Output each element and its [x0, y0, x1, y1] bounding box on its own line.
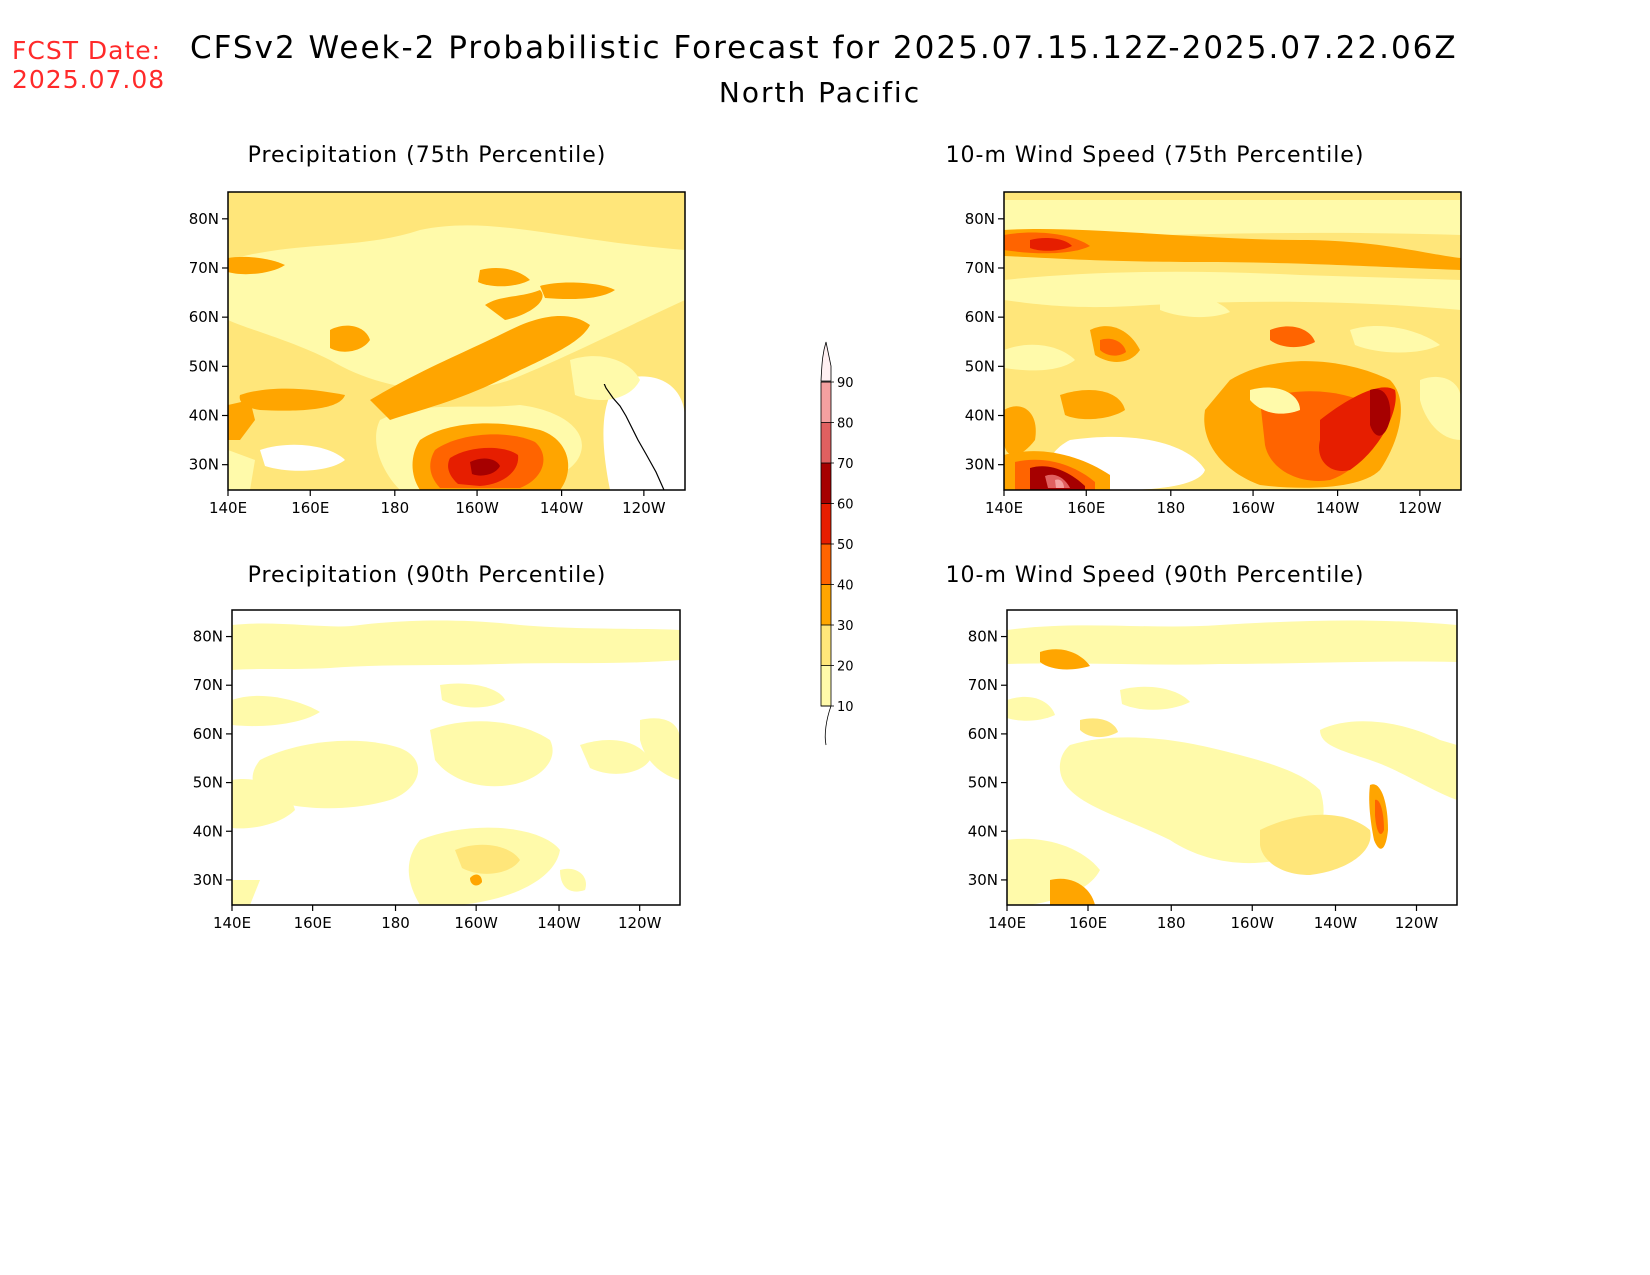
colorbar-tick-label: 20 — [837, 660, 854, 675]
lat-tick-label-wind90: 30N — [968, 871, 998, 889]
forecast-date-label: FCST Date: 2025.07.08 — [12, 36, 165, 94]
lon-tick-label-wind90: 160E — [1069, 914, 1107, 932]
lat-tick-label-precip75: 60N — [189, 308, 219, 326]
map-panel-precip75 — [228, 192, 685, 490]
colorbar-band — [821, 625, 831, 666]
axis-labels: 80N 70N 60N 50N 40N 30N 140E 160E 180 160W 140W 120… — [189, 210, 1442, 932]
lat-tick-label-wind90: 70N — [968, 676, 998, 694]
lat-tick-label-wind90: 50N — [968, 774, 998, 792]
colorbar-band — [821, 463, 831, 504]
lon-tick-label-precip90: 140E — [213, 914, 251, 932]
lon-tick-label-wind90: 160W — [1231, 914, 1275, 932]
colorbar-tick-label: 80 — [837, 417, 854, 432]
lat-tick-label-wind75: 80N — [965, 210, 995, 228]
colorbar-tick-label: 90 — [837, 376, 854, 391]
lat-tick-label-precip75: 40N — [189, 407, 219, 425]
lon-tick-label-precip90: 160E — [294, 914, 332, 932]
lat-tick-label-wind75: 70N — [965, 259, 995, 277]
page-title: CFSv2 Week-2 Probabilistic Forecast for … — [190, 30, 1458, 66]
colorbar-cap-top — [820, 341, 832, 382]
lon-tick-label-precip90: 140W — [537, 914, 581, 932]
lat-tick-label-precip90: 70N — [193, 676, 223, 694]
colorbar-tick-label: 50 — [837, 538, 854, 553]
colorbar-band — [821, 584, 831, 625]
lat-tick-label-wind75: 40N — [965, 407, 995, 425]
map-panel-wind75 — [1004, 192, 1461, 490]
colorbar-band — [821, 382, 831, 423]
lon-tick-label-precip75: 140E — [209, 499, 247, 517]
map-panel-wind90 — [1007, 610, 1457, 905]
forecast-date-value: 2025.07.08 — [12, 65, 166, 94]
lon-tick-label-precip75: 140W — [540, 499, 584, 517]
colorbar-cap-bottom — [821, 705, 832, 746]
colorbar-tick-label: 60 — [837, 498, 854, 513]
panel-title-precip75: Precipitation (75th Percentile) — [247, 143, 607, 168]
lon-tick-label-precip90: 180 — [381, 914, 410, 932]
colorbar-tick-label: 10 — [837, 700, 854, 715]
lat-tick-label-precip90: 80N — [193, 628, 223, 646]
colorbar-tick-label: 30 — [837, 619, 854, 634]
lat-tick-label-wind90: 60N — [968, 725, 998, 743]
region-subtitle: North Pacific — [718, 76, 922, 109]
lon-tick-label-precip90: 120W — [618, 914, 662, 932]
lat-tick-label-wind75: 50N — [965, 357, 995, 375]
lat-tick-label-precip90: 40N — [193, 822, 223, 840]
lat-tick-label-precip90: 60N — [193, 725, 223, 743]
lat-tick-label-precip75: 70N — [189, 259, 219, 277]
colorbar-tick-label: 70 — [837, 457, 854, 472]
colorbar-band — [821, 422, 831, 463]
lat-tick-label-precip90: 50N — [193, 774, 223, 792]
panel-title-wind75: 10-m Wind Speed (75th Percentile) — [945, 143, 1365, 168]
lon-tick-label-precip75: 160W — [455, 499, 499, 517]
forecast-date-caption: FCST Date: — [12, 36, 162, 65]
panel-title-precip90: Precipitation (90th Percentile) — [247, 563, 607, 588]
lon-tick-label-wind75: 140W — [1316, 499, 1360, 517]
lon-tick-label-wind90: 120W — [1395, 914, 1439, 932]
lon-tick-label-wind75: 140E — [985, 499, 1023, 517]
colorbar-band — [821, 503, 831, 544]
lon-tick-label-wind75: 160W — [1231, 499, 1275, 517]
lat-tick-label-precip75: 80N — [189, 210, 219, 228]
lat-tick-label-wind75: 30N — [965, 456, 995, 474]
lon-tick-label-wind75: 180 — [1156, 499, 1185, 517]
lat-tick-label-precip75: 30N — [189, 456, 219, 474]
colorbar-tick-label: 40 — [837, 579, 854, 594]
colorbar-band — [821, 665, 831, 706]
lat-tick-label-wind90: 40N — [968, 822, 998, 840]
lat-tick-label-wind75: 60N — [965, 308, 995, 326]
lat-tick-label-precip75: 50N — [189, 357, 219, 375]
lon-tick-label-precip75: 120W — [622, 499, 666, 517]
lon-tick-label-wind90: 180 — [1157, 914, 1186, 932]
panel-title-wind90: 10-m Wind Speed (90th Percentile) — [945, 563, 1365, 588]
colorbar: 10 20 30 40 50 60 70 80 90 — [820, 341, 854, 746]
lon-tick-label-precip75: 180 — [380, 499, 409, 517]
colorbar-band — [821, 544, 831, 585]
lon-tick-label-precip75: 160E — [291, 499, 329, 517]
lat-tick-label-wind90: 80N — [968, 628, 998, 646]
lon-tick-label-wind90: 140W — [1314, 914, 1358, 932]
lon-tick-label-wind90: 140E — [988, 914, 1026, 932]
map-panel-precip90 — [232, 610, 680, 905]
lon-tick-label-precip90: 160W — [454, 914, 498, 932]
lat-tick-label-precip90: 30N — [193, 871, 223, 889]
lon-tick-label-wind75: 120W — [1398, 499, 1442, 517]
lon-tick-label-wind75: 160E — [1067, 499, 1105, 517]
